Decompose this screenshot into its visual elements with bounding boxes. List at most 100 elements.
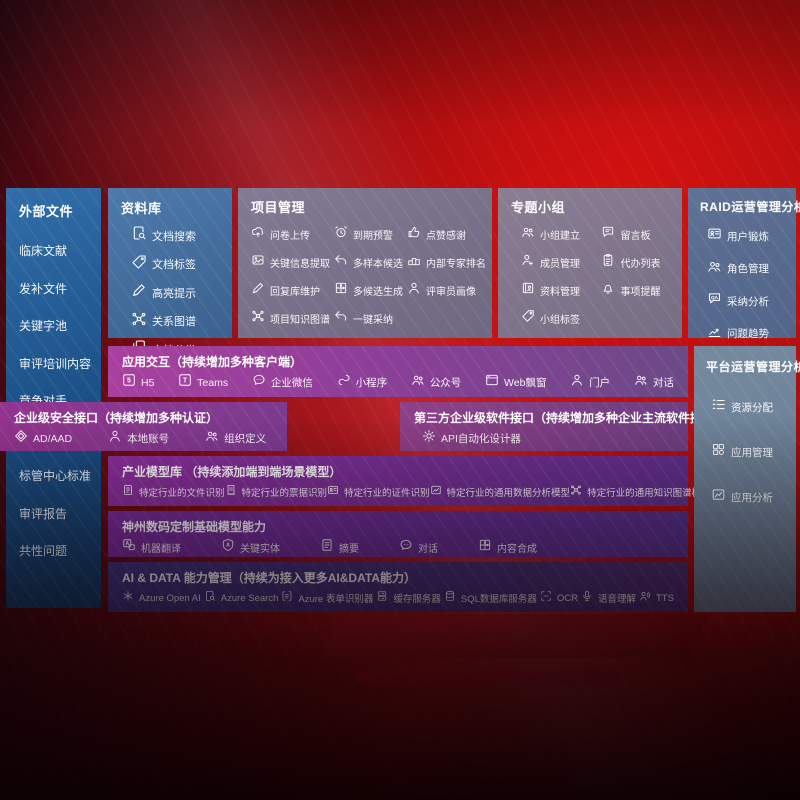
aidata-list: Azure Open AI Azure Search Azure 表单识别器 缓存服务… (108, 589, 688, 607)
capability-item: 资料管理 (521, 281, 601, 300)
alarm-icon (334, 225, 348, 244)
qa-icon (707, 291, 722, 311)
people-icon (411, 373, 425, 392)
row-title: 应用交互（持续增加多种客户端） (122, 355, 303, 369)
capability-item: 问卷上传 (251, 225, 330, 244)
doc-search-icon (131, 225, 147, 246)
chartbox-icon (711, 487, 726, 507)
cloud-up-icon (251, 225, 265, 244)
receipt-icon (225, 483, 237, 501)
capability-item: 应用分析 (711, 487, 792, 507)
shield-icon (14, 429, 28, 448)
capability-item: 小组标签 (521, 309, 601, 328)
capability-item: 高亮提示 (131, 282, 228, 303)
people-icon (205, 429, 219, 448)
base-models-list: 机器翻译 关键实体 摘要 对话 内容合成 (108, 538, 688, 557)
row-aidata-management: AI & DATA 能力管理（持续为接入更多AI&DATA能力） Azure O… (108, 562, 688, 612)
bubble-icon (252, 373, 266, 392)
person-icon (407, 281, 421, 300)
capability-item: 本地账号 (108, 429, 169, 448)
capability-item: 企业微信 (252, 373, 313, 392)
capability-item: 文档搜索 (131, 225, 228, 246)
capability-item: 特定行业的证件识别 (327, 483, 430, 501)
repository-list: 文档搜索文档标签高亮提示关系图谱文档分类 (131, 225, 228, 360)
abadge-icon (221, 538, 235, 557)
capability-item: 角色管理 (707, 259, 792, 279)
platform-list: 资源分配应用管理应用分析 (711, 397, 792, 507)
panel-title: 专题小组 (511, 200, 566, 215)
puzzle-icon (334, 281, 348, 300)
raid-list: 用户锻炼 角色管理 采纳分析 问题趋势 (707, 226, 792, 344)
list-item: 审评报告 (19, 506, 68, 521)
row-security-interfaces: 企业级安全接口（持续增加多种认证） AD/AAD 本地账号 组织定义 (0, 402, 287, 451)
asterisk-icon (122, 589, 134, 607)
list-item: 审评培训内容 (19, 356, 92, 371)
panel-title: 项目管理 (251, 200, 306, 215)
capability-item: 特定行业的通用知识图谱模型 (570, 483, 711, 501)
doc-search-icon (204, 589, 216, 607)
capability-item: 一键采纳 (334, 309, 403, 328)
capability-item: Teams (178, 373, 228, 392)
db-icon (444, 589, 456, 607)
browser-icon (485, 373, 499, 392)
tag-icon (131, 254, 147, 275)
capability-item: 公众号 (411, 373, 461, 392)
capability-item: 关键信息提取 (251, 253, 330, 272)
panel-topic-groups: 专题小组 小组建立 留言板 成员管理 代办列表 资料管理 事项提醒 小组标签 (498, 188, 682, 338)
capability-item: 关键实体 (221, 538, 280, 557)
panel-title: 平台运营管理分析 (706, 360, 800, 374)
bubble-icon (399, 538, 413, 557)
capability-item: 资源分配 (711, 397, 792, 417)
capability-item: 用户锻炼 (707, 226, 792, 246)
translate-icon (122, 538, 136, 557)
pen-icon (251, 281, 265, 300)
capability-item: 多样本候选 (334, 253, 403, 272)
server-icon (376, 589, 388, 607)
capability-item: 点赞感谢 (407, 225, 486, 244)
capability-item: 特定行业的文件识别 (122, 483, 225, 501)
people-icon (521, 225, 535, 244)
capability-item: 留言板 (601, 225, 676, 244)
h5-icon (122, 373, 136, 392)
capability-item: AD/AAD (14, 429, 72, 448)
row-base-models: 神州数码定制基础模型能力 机器翻译 关键实体 摘要 对话 内容合成 (108, 511, 688, 557)
capability-item: 成员管理 (521, 253, 601, 272)
capability-item: 组织定义 (205, 429, 266, 448)
capability-item: 小程序 (337, 373, 387, 392)
row-industry-models: 产业模型库 （持续添加端到端场景模型） 特定行业的文件识别 特定行业的票据识别 特定… (108, 456, 711, 506)
clipboard-icon (601, 253, 615, 272)
card-icon (707, 226, 722, 246)
background-red-shape (318, 614, 710, 658)
topic-groups-grid: 小组建立 留言板 成员管理 代办列表 资料管理 事项提醒 小组标签 (521, 225, 676, 328)
capability-item: TTS (639, 589, 674, 607)
panel-external-files: 外部文件 临床文献发补文件关键字池审评培训内容竞争对手指导原则标管中心标准审评报… (6, 188, 101, 608)
ocr-icon (540, 589, 552, 607)
person-icon (570, 373, 584, 392)
doc-icon (122, 483, 134, 501)
row-title: 产业模型库 （持续添加端到端场景模型） (122, 465, 342, 479)
capability-item: 回复库维护 (251, 281, 330, 300)
list-icon (711, 397, 726, 417)
row-title: 第三方企业级软件接口（持续增加多种企业主流软件接口） (414, 411, 727, 425)
net-icon (131, 311, 147, 332)
capability-item: API自动化设计器 (422, 429, 521, 448)
undo-icon (334, 253, 348, 272)
people-icon (634, 373, 648, 392)
list-item: 发补文件 (19, 281, 68, 296)
thirdparty-list: API自动化设计器 (400, 429, 688, 448)
capability-item: 缓存服务器 (376, 589, 441, 607)
panel-title: 外部文件 (19, 204, 74, 219)
capability-item: 对话 (399, 538, 438, 557)
capability-item: 内部专家排名 (407, 253, 486, 272)
capability-item: 应用管理 (711, 442, 792, 462)
pen-icon (131, 282, 147, 303)
panel-title: 资料库 (121, 201, 162, 216)
capability-item: 评审员画像 (407, 281, 486, 300)
podium-icon (407, 253, 421, 272)
person-add-icon (521, 253, 535, 272)
row-title: AI & DATA 能力管理（持续为接入更多AI&DATA能力） (122, 571, 416, 585)
tag-icon (521, 309, 535, 328)
capability-item: 小组建立 (521, 225, 601, 244)
capability-item: 摘要 (320, 538, 359, 557)
